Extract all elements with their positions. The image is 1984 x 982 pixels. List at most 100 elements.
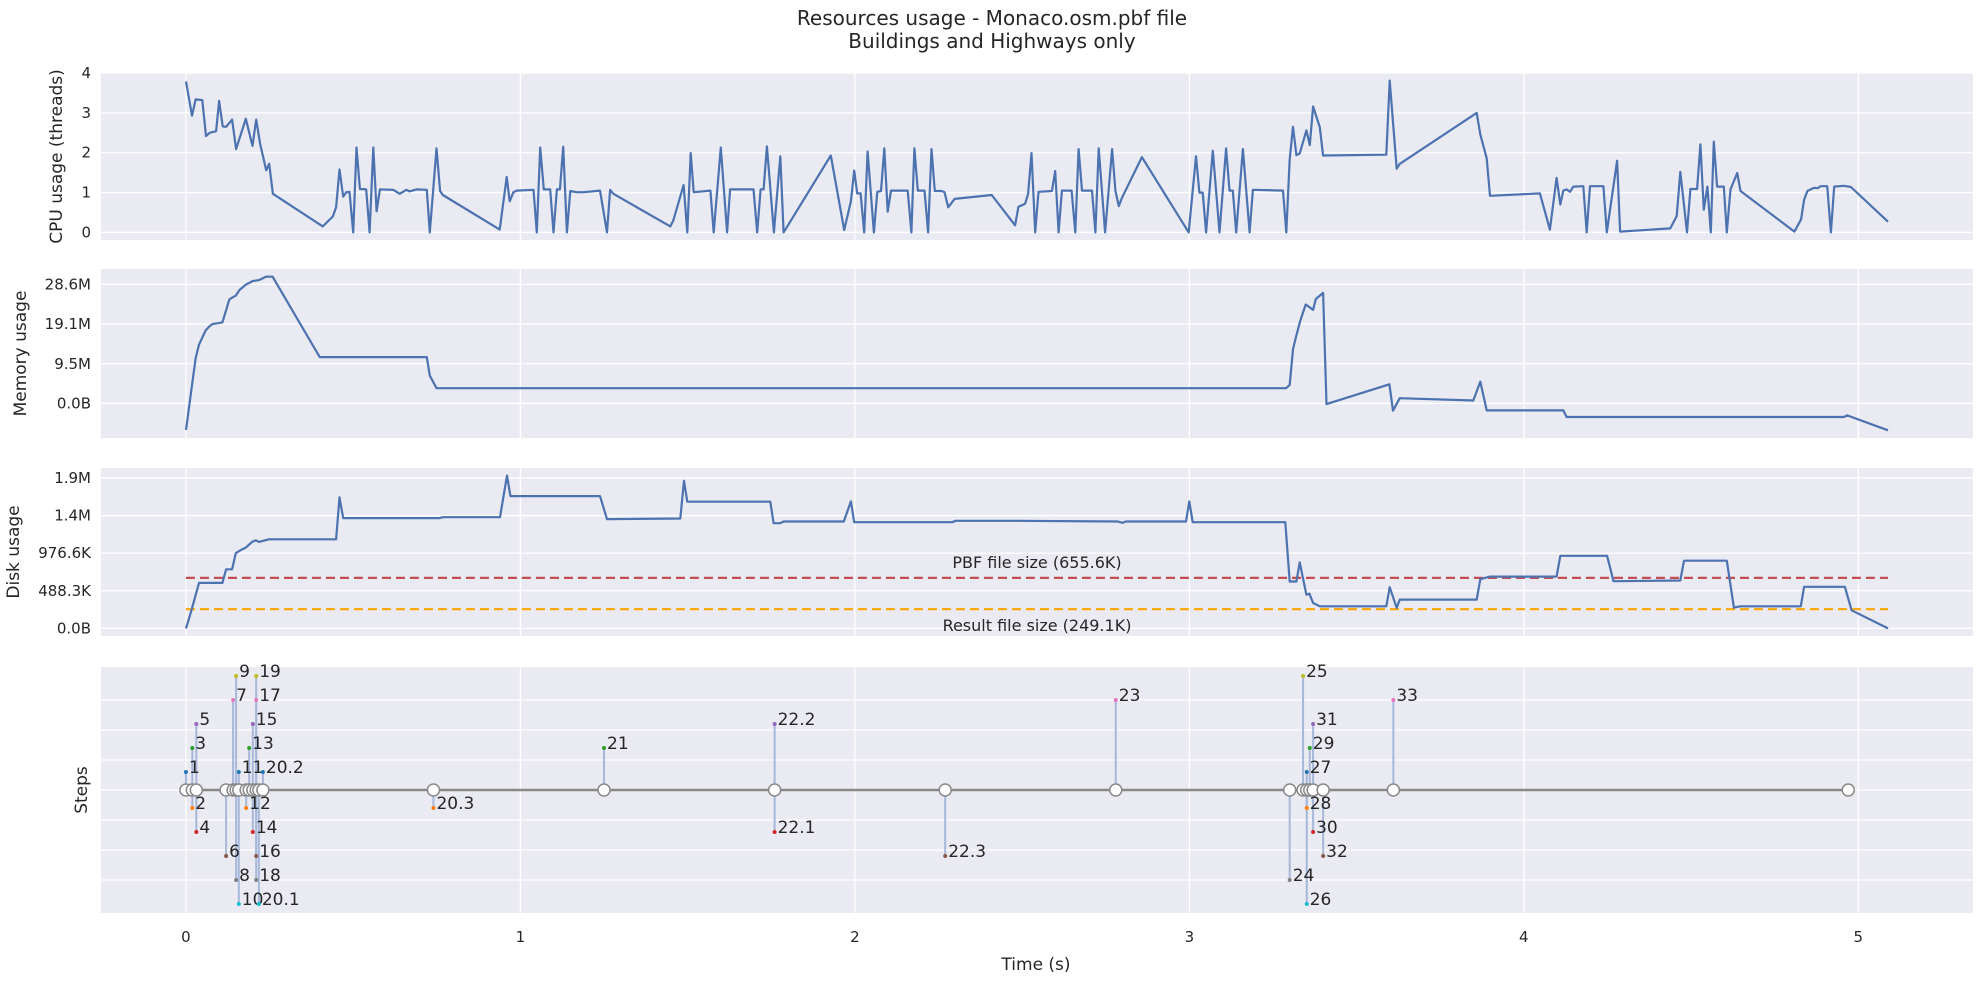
step-dot <box>1301 674 1306 678</box>
step-marker <box>256 783 270 797</box>
step-dot <box>183 770 188 774</box>
step-dot <box>236 770 241 774</box>
step-dot <box>190 746 195 750</box>
step-dot <box>1321 854 1326 858</box>
step-label: 9 <box>239 662 250 682</box>
step-label: 29 <box>1313 734 1335 754</box>
y-tick-label: 2 <box>81 144 91 162</box>
y-tick-label: 0.0B <box>57 619 91 637</box>
step-dot <box>1287 878 1292 882</box>
step-label: 2 <box>195 794 206 814</box>
step-marker <box>1282 783 1297 797</box>
step-label: 16 <box>259 842 281 862</box>
panel-steps: Steps 1234567891011121314151617181920.120… <box>72 662 1973 913</box>
panel-cpu: 0 1 2 3 4 CPU usage (threads) <box>47 64 1973 244</box>
step-dot <box>231 698 236 702</box>
y-axis-label: CPU usage (threads) <box>47 69 67 244</box>
reference-line-label: PBF file size (655.6K) <box>952 553 1121 572</box>
step-label: 15 <box>256 710 278 730</box>
step-dot <box>1304 902 1309 906</box>
step-label: 7 <box>236 686 247 706</box>
step-dot <box>943 854 948 858</box>
step-dot <box>260 770 265 774</box>
step-dot <box>234 674 239 678</box>
step-label: 17 <box>259 686 281 706</box>
step-label: 32 <box>1326 842 1348 862</box>
step-dot <box>254 698 259 702</box>
step-label: 19 <box>259 662 281 682</box>
step-dot <box>1391 698 1396 702</box>
step-label: 14 <box>256 818 278 838</box>
step-label: 8 <box>239 866 250 886</box>
step-label: 6 <box>229 842 240 862</box>
series-line <box>184 275 1889 432</box>
step-dot <box>1311 722 1316 726</box>
step-label: 23 <box>1119 686 1141 706</box>
step-label: 31 <box>1316 710 1338 730</box>
x-tick-label: 2 <box>850 928 860 946</box>
step-label: 11 <box>242 758 264 778</box>
step-label: 30 <box>1316 818 1338 838</box>
step-dot <box>224 854 229 858</box>
step-label: 10 <box>242 890 264 910</box>
step-dot <box>1311 830 1316 834</box>
step-dot <box>194 830 199 834</box>
plot-area <box>101 269 1973 438</box>
step-marker <box>1109 783 1123 797</box>
step-label: 4 <box>199 818 210 838</box>
y-tick-label: 28.6M <box>45 275 91 293</box>
step-label: 33 <box>1396 686 1418 706</box>
step-label: 22.2 <box>778 710 816 730</box>
step-marker <box>767 783 782 797</box>
step-dot <box>254 878 259 882</box>
step-dot <box>1304 806 1309 810</box>
step-dot <box>256 902 261 906</box>
step-dot <box>250 830 255 834</box>
step-dot <box>247 746 252 750</box>
step-label: 21 <box>607 734 629 754</box>
chart-title: Resources usage - Monaco.osm.pbf file <box>797 6 1187 30</box>
y-tick-label: 488.3K <box>38 582 92 600</box>
step-dot <box>1304 770 1309 774</box>
x-tick-label: 5 <box>1854 928 1864 946</box>
plot-area <box>101 468 1973 636</box>
step-label: 3 <box>195 734 206 754</box>
step-dot <box>236 902 241 906</box>
step-label: 25 <box>1306 662 1328 682</box>
step-label: 20.3 <box>436 794 474 814</box>
step-label: 22.3 <box>948 842 986 862</box>
step-dot <box>254 854 259 858</box>
step-marker <box>597 783 611 797</box>
y-tick-label: 1 <box>81 184 91 202</box>
x-axis-label: Time (s) <box>1000 955 1070 975</box>
step-marker <box>938 783 952 797</box>
step-dot <box>194 722 199 726</box>
step-marker <box>1316 783 1330 797</box>
y-tick-label: 976.6K <box>38 544 92 562</box>
y-tick-label: 4 <box>81 64 91 82</box>
y-axis-label: Steps <box>72 766 92 814</box>
chart-subtitle: Buildings and Highways only <box>848 29 1136 53</box>
step-dot <box>772 830 777 834</box>
step-label: 20.1 <box>262 890 300 910</box>
step-label: 28 <box>1310 794 1332 814</box>
reference-line-label: Result file size (249.1K) <box>943 616 1132 635</box>
step-label: 12 <box>249 794 271 814</box>
step-dot <box>250 722 255 726</box>
x-tick-label: 3 <box>1185 928 1195 946</box>
step-marker <box>1386 783 1401 797</box>
step-marker <box>426 783 441 797</box>
step-label: 1 <box>189 758 200 778</box>
step-dot <box>234 878 239 882</box>
y-tick-label: 0 <box>81 223 91 241</box>
y-tick-label: 0.0B <box>57 394 91 412</box>
step-dot <box>244 806 249 810</box>
step-label: 18 <box>259 866 281 886</box>
x-axis: 0 1 2 3 4 5 <box>181 928 1863 946</box>
step-dot <box>1113 698 1118 702</box>
y-tick-label: 19.1M <box>45 315 91 333</box>
step-label: 5 <box>199 710 210 730</box>
y-axis-label: Disk usage <box>4 505 24 598</box>
step-label: 13 <box>252 734 274 754</box>
